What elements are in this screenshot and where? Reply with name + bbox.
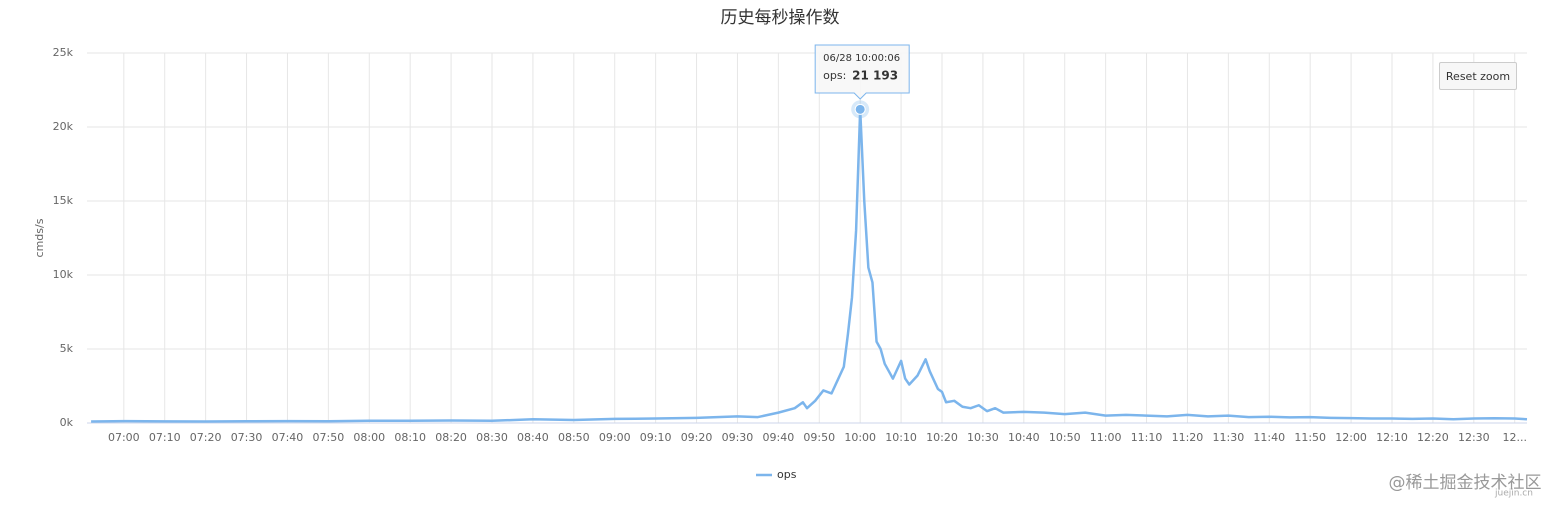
x-tick-label: 07:50 [313, 431, 345, 444]
x-tick-label: 07:30 [231, 431, 263, 444]
x-tick-label: 11:20 [1172, 431, 1204, 444]
tooltip-box [814, 44, 910, 100]
x-tick-label: 12:10 [1376, 431, 1408, 444]
x-tick-label: 11:50 [1294, 431, 1326, 444]
x-tick-label: 10:20 [926, 431, 958, 444]
watermark: @稀土掘金技术社区 [1389, 473, 1542, 493]
legend-label: ops [777, 468, 797, 481]
x-tick-label: 08:40 [517, 431, 549, 444]
x-tick-label: 11:00 [1090, 431, 1122, 444]
y-tick-label: 5k [60, 342, 74, 355]
x-tick-label: 09:40 [763, 431, 795, 444]
x-tick-label: 12:00 [1335, 431, 1367, 444]
x-tick-label: 09:00 [599, 431, 631, 444]
x-tick-label: 12... [1502, 431, 1527, 444]
y-tick-label: 10k [53, 268, 74, 281]
x-tick-label: 12:30 [1458, 431, 1490, 444]
x-tick-label: 10:50 [1049, 431, 1081, 444]
x-tick-label: 07:00 [108, 431, 140, 444]
x-tick-label: 10:10 [885, 431, 917, 444]
y-axis-title: cmds/s [33, 218, 46, 257]
x-tick-label: 11:40 [1253, 431, 1285, 444]
chart-title: 历史每秒操作数 [721, 8, 840, 28]
x-tick-label: 07:20 [190, 431, 222, 444]
x-tick-label: 08:30 [476, 431, 508, 444]
x-tick-label: 12:20 [1417, 431, 1449, 444]
x-tick-label: 08:20 [435, 431, 467, 444]
y-tick-label: 15k [53, 194, 74, 207]
x-tick-label: 08:10 [394, 431, 426, 444]
x-tick-label: 11:10 [1131, 431, 1163, 444]
y-tick-label: 25k [53, 46, 74, 59]
y-tick-label: 20k [53, 120, 74, 133]
x-tick-label: 09:50 [803, 431, 835, 444]
x-tick-label: 11:30 [1213, 431, 1245, 444]
hover-point [854, 103, 866, 115]
x-tick-label: 09:20 [681, 431, 713, 444]
x-tick-label: 08:00 [353, 431, 385, 444]
y-tick-label: 0k [60, 416, 74, 429]
reset-zoom-button[interactable]: Reset zoom [1439, 62, 1517, 90]
x-tick-label: 09:30 [722, 431, 754, 444]
x-tick-label: 09:10 [640, 431, 672, 444]
tooltip-series: ops: [823, 69, 846, 82]
x-tick-label: 07:40 [272, 431, 304, 444]
tooltip-title: 06/28 10:00:06 [823, 53, 900, 64]
series-line [91, 108, 1528, 423]
x-tick-label: 07:10 [149, 431, 181, 444]
watermark-sub: juejin.cn [1494, 489, 1533, 499]
tooltip-value: 21 193 [852, 69, 898, 83]
x-tick-label: 10:00 [844, 431, 876, 444]
x-tick-label: 10:40 [1008, 431, 1040, 444]
x-tick-label: 08:50 [558, 431, 590, 444]
x-tick-label: 10:30 [967, 431, 999, 444]
